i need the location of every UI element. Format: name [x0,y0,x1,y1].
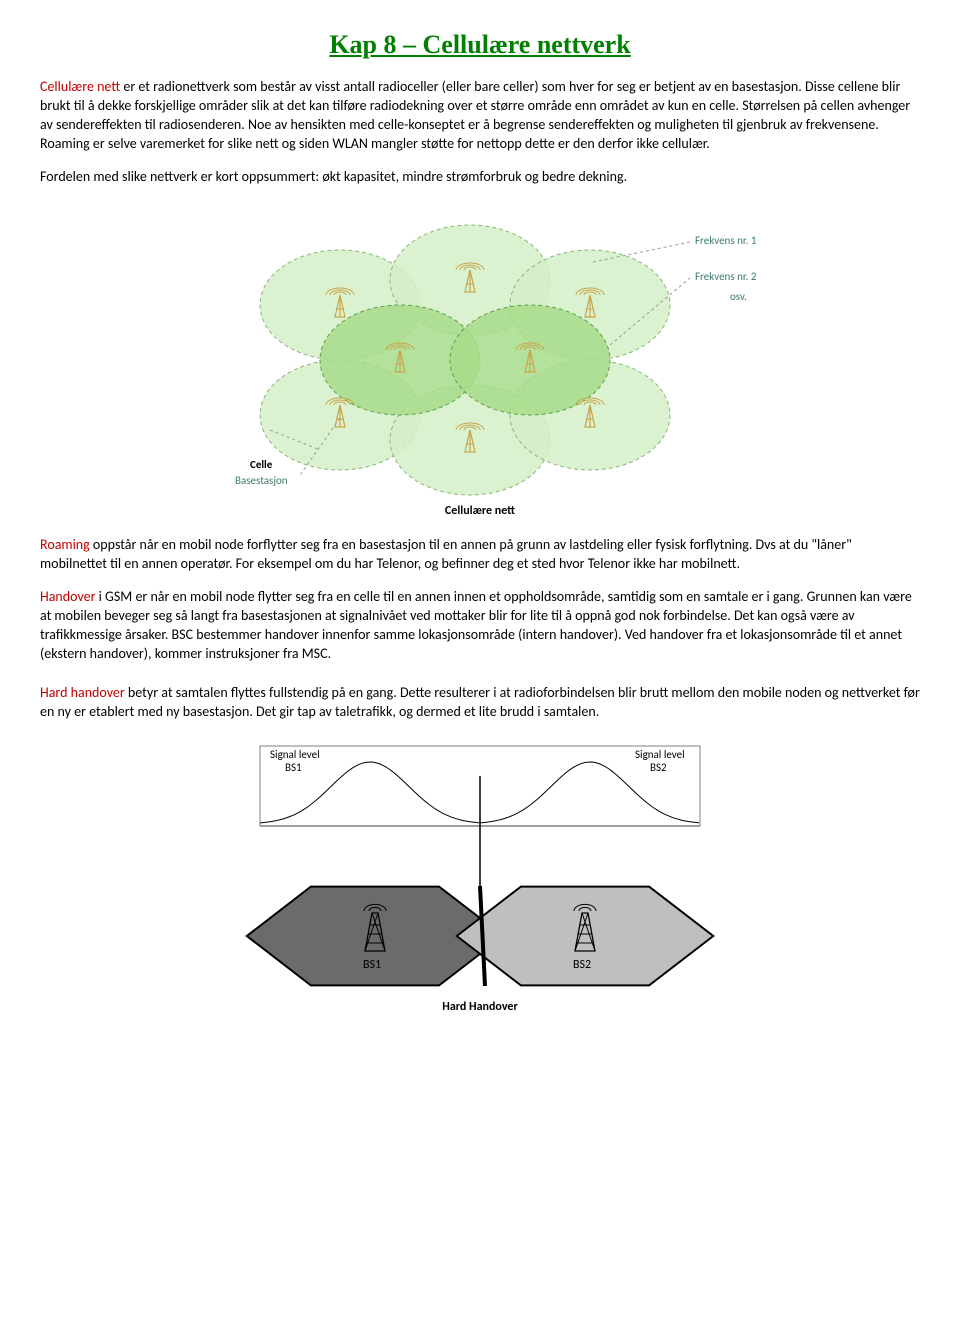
paragraph-hard-handover: Hard handover betyr at samtalen flyttes … [40,684,920,722]
page-title: Kap 8 – Cellulære nettverk [40,30,920,60]
term-hard-handover: Hard handover [40,684,125,701]
paragraph-roaming: Roaming oppstår når en mobil node forfly… [40,536,920,574]
paragraph-hard-handover-body: betyr at samtalen flyttes fullstendig på… [40,684,920,720]
hard-handover-diagram: Signal levelBS1Signal levelBS2BS1BS2 [170,736,790,996]
figure-cellular-net: Frekvens nr. 1 Frekvens nr. 2 osv. Celle Bas… [40,200,920,518]
svg-text:Celle: Celle [250,458,273,471]
cellular-net-diagram: Frekvens nr. 1 Frekvens nr. 2 osv. Celle Bas… [170,200,790,500]
figure-hard-handover-caption: Hard Handover [40,1000,920,1014]
svg-text:Frekvens nr. 1: Frekvens nr. 1 [695,234,757,247]
svg-text:Signal level: Signal level [635,748,685,761]
paragraph-intro: Cellulære nett er et radionettverk som b… [40,78,920,154]
svg-text:BS2: BS2 [650,761,667,774]
figure-hard-handover: Signal levelBS1Signal levelBS2BS1BS2 Har… [40,736,920,1014]
term-roaming: Roaming [40,536,90,553]
svg-text:BS1: BS1 [363,958,381,972]
svg-text:Signal level: Signal level [270,748,320,761]
svg-text:BS1: BS1 [285,761,302,774]
svg-text:BS2: BS2 [573,958,591,972]
paragraph-handover-body: i GSM er når en mobil node flytter seg f… [40,588,912,662]
term-cellulaere-nett: Cellulære nett [40,78,120,95]
svg-text:Basestasjon: Basestasjon [235,474,288,487]
svg-text:osv.: osv. [730,290,747,303]
paragraph-benefits: Fordelen med slike nettverk er kort opps… [40,168,920,187]
paragraph-intro-body: er et radionettverk som består av visst … [40,78,910,152]
svg-text:Frekvens nr. 2: Frekvens nr. 2 [695,270,757,283]
paragraph-handover: Handover i GSM er når en mobil node flyt… [40,588,920,664]
figure-cellular-caption: Cellulære nett [40,504,920,518]
term-handover: Handover [40,588,96,605]
paragraph-roaming-body: oppstår når en mobil node forflytter seg… [40,536,852,572]
